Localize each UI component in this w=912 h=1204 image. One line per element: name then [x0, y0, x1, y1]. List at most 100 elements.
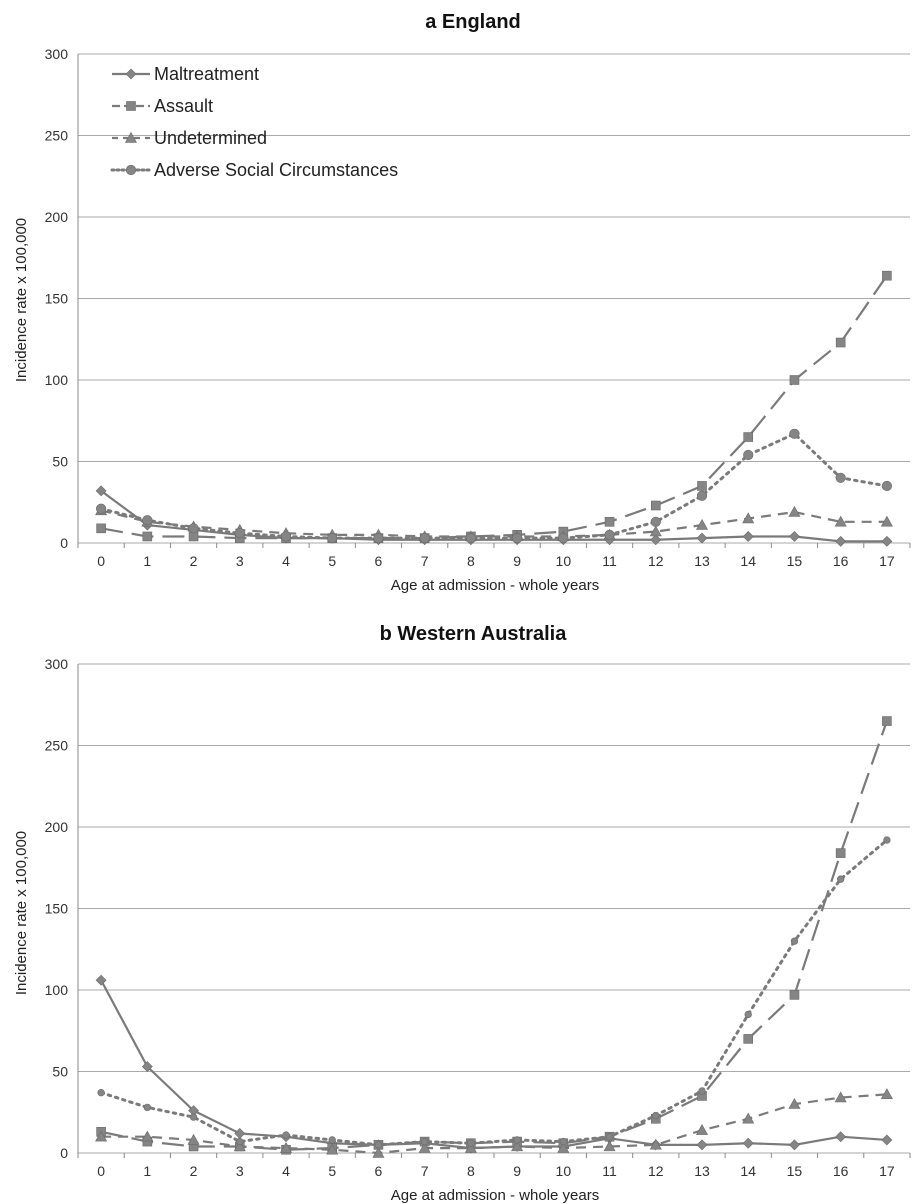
panel-b-y-tick-label: 300	[45, 656, 69, 672]
panel-a-undetermined-point	[695, 518, 709, 530]
panel-a-x-tick-label: 9	[513, 553, 521, 569]
panel-a-x-tick-label: 14	[740, 553, 756, 569]
panel-b-x-tick-label: 16	[833, 1163, 849, 1179]
panel-b-undetermined-point	[372, 1146, 385, 1158]
legend-undetermined-marker	[124, 131, 138, 143]
panel-b-maltreatment-point	[95, 974, 107, 986]
panel-england: a England Incidence rate x 100,000 Age a…	[13, 11, 911, 594]
panel-b-adverse-social-circumstances-point	[421, 1137, 429, 1146]
panel-b-y-tick-label: 150	[45, 901, 69, 917]
panel-b-adverse-social-circumstances-point	[837, 875, 845, 883]
panel-b-undetermined-point	[326, 1143, 339, 1155]
panel-b-x-tick-label: 1	[143, 1163, 151, 1179]
legend-assault-marker	[126, 101, 136, 111]
panel-a-adverse-social-circumstances-point	[835, 472, 846, 483]
panel-a-adverse-social-circumstances-point	[881, 480, 892, 492]
panel-a-x-tick-label: 1	[143, 553, 151, 569]
panel-b-series-adverse-social-circumstances-line	[99, 838, 889, 1147]
panel-a-adverse-social-circumstances-point	[789, 428, 800, 439]
panel-b-series-assault-line	[100, 720, 888, 1151]
panel-a-y-tick-label: 300	[45, 46, 69, 62]
panel-b-x-tick-label: 17	[879, 1163, 895, 1179]
panel-b-adverse-social-circumstances-point	[883, 836, 891, 844]
panel-a-undetermined-point	[834, 515, 847, 527]
panel-a-x-tick-label: 8	[467, 553, 475, 569]
panel-b-adverse-social-circumstances-point	[744, 1010, 752, 1019]
panel-a-x-tick-label: 6	[375, 553, 383, 569]
panel-b-undetermined-point	[742, 1112, 755, 1124]
panel-a-series-undetermined-line	[100, 509, 887, 538]
panel-a-assault-point	[142, 531, 153, 542]
panel-a-undetermined-point	[742, 512, 755, 524]
legend-adverse-social-circumstances-marker	[125, 164, 137, 176]
panel-b-adverse-social-circumstances-point	[559, 1137, 567, 1146]
panel-b-y-tick-label: 50	[52, 1064, 68, 1080]
panel-b-undetermined-point	[649, 1138, 662, 1150]
panel-b-undetermined-point	[187, 1133, 200, 1145]
panel-a-adverse-social-circumstances-point	[604, 529, 615, 540]
panel-a-adverse-social-circumstances-point	[743, 449, 754, 461]
panel-a-adverse-social-circumstances-point	[558, 533, 569, 544]
panel-b-maltreatment-point	[141, 1061, 153, 1073]
panel-b-x-tick-label: 15	[787, 1163, 803, 1179]
panel-b-adverse-social-circumstances-point	[328, 1136, 336, 1144]
panel-a-x-tick-label: 11	[602, 553, 617, 569]
panel-b-adverse-social-circumstances-point	[189, 1113, 198, 1121]
panel-b-undetermined-point	[464, 1141, 477, 1153]
panel-b-undetermined-point	[880, 1088, 893, 1100]
panel-b-undetermined-point	[788, 1097, 801, 1109]
panel-b-adverse-social-circumstances-point	[605, 1133, 614, 1141]
panel-b-ylabel: Incidence rate x 100,000	[13, 831, 30, 995]
panel-b-x-tick-label: 10	[556, 1163, 572, 1179]
panel-b-undetermined-point	[557, 1141, 570, 1153]
legend-assault-label: Assault	[154, 96, 213, 116]
panel-b-undetermined-point	[418, 1141, 431, 1153]
panel-b-maltreatment-point	[835, 1131, 847, 1143]
panel-a-ylabel: Incidence rate x 100,000	[13, 218, 30, 382]
panel-b-undetermined-point	[695, 1124, 709, 1135]
panel-a-adverse-social-circumstances-point	[696, 490, 708, 501]
panel-a-assault-point	[697, 481, 707, 491]
panel-b-assault-point	[835, 848, 846, 858]
panel-b-maltreatment-point	[881, 1134, 893, 1146]
panel-b-y-tick-label: 100	[45, 982, 69, 998]
panel-b-undetermined-point	[141, 1130, 154, 1142]
panel-a-adverse-social-circumstances-point	[234, 528, 245, 539]
panel-a-adverse-social-circumstances-point	[512, 533, 523, 544]
panel-b-x-tick-label: 9	[513, 1163, 521, 1179]
panel-b-adverse-social-circumstances-point	[467, 1139, 475, 1147]
panel-b-x-tick-label: 8	[467, 1163, 475, 1179]
panel-a-y-tick-label: 100	[45, 372, 69, 388]
panel-b-adverse-social-circumstances-point	[790, 937, 799, 945]
panel-b-x-tick-label: 12	[648, 1163, 664, 1179]
panel-a-assault-point	[650, 500, 661, 511]
panel-a-x-tick-label: 4	[282, 553, 290, 569]
panel-a-assault-point	[789, 375, 800, 385]
panel-b-x-tick-label: 11	[602, 1163, 617, 1179]
panel-a-y-tick-label: 150	[45, 291, 69, 307]
panel-b-assault-point	[789, 990, 800, 1000]
panel-b-y-tick-label: 0	[60, 1145, 68, 1161]
panel-a-maltreatment-point	[95, 485, 107, 497]
panel-b-adverse-social-circumstances-point	[236, 1137, 244, 1146]
panel-a-x-tick-label: 17	[879, 553, 895, 569]
panel-western-australia: b Western Australia Incidence rate x 100…	[13, 623, 911, 1204]
panel-a-undetermined-point	[788, 505, 801, 517]
panel-a-maltreatment-point	[650, 534, 662, 546]
panel-b-undetermined-point	[95, 1130, 108, 1142]
panel-a-assault-point	[96, 523, 106, 534]
panel-a-xlabel: Age at admission - whole years	[391, 577, 599, 594]
panel-b-undetermined-point	[233, 1140, 246, 1152]
legend-maltreatment-label: Maltreatment	[154, 64, 259, 84]
panel-a-undetermined-point	[649, 525, 662, 537]
panel-a-adverse-social-circumstances-point	[327, 533, 338, 544]
legend-undetermined-label: Undetermined	[154, 128, 267, 148]
panel-a-x-tick-label: 3	[236, 553, 244, 569]
panel-a-adverse-social-circumstances-point	[188, 523, 199, 534]
panel-b-x-tick-label: 0	[97, 1163, 105, 1179]
panel-b-adverse-social-circumstances-point	[374, 1141, 383, 1149]
panel-a-maltreatment-point	[696, 532, 708, 544]
panel-b-assault-point	[743, 1034, 754, 1044]
panel-a-adverse-social-circumstances-point	[280, 531, 292, 542]
